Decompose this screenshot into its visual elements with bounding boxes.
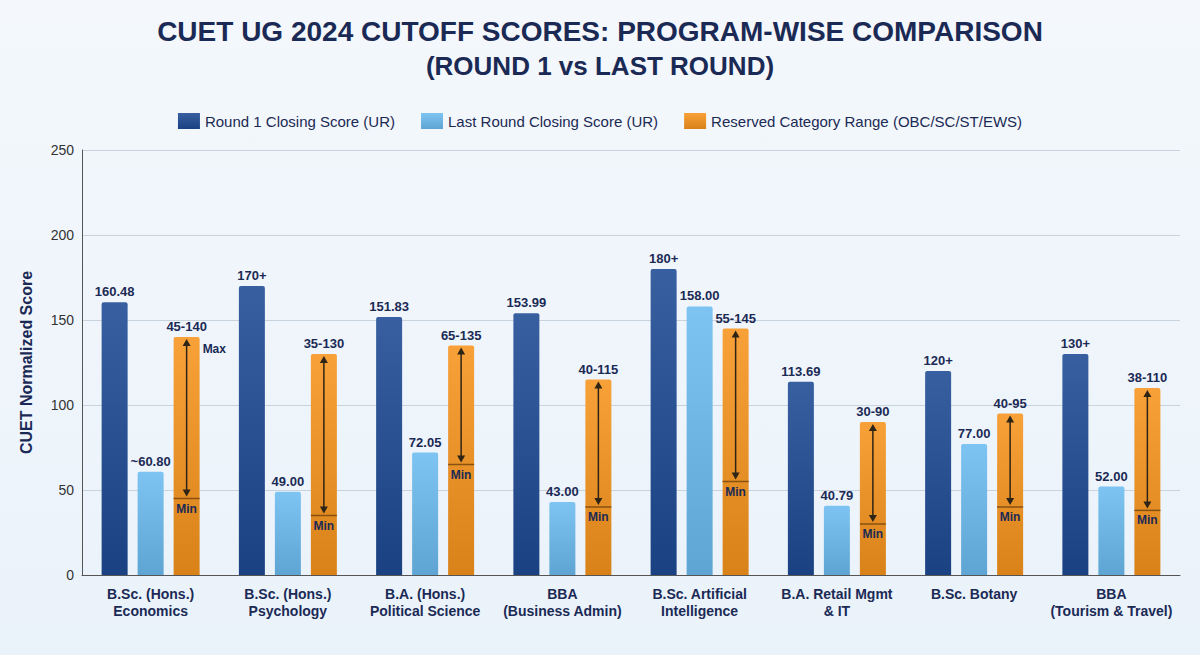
svg-text:35-130: 35-130: [304, 336, 344, 351]
svg-text:(ROUND 1 vs LAST ROUND): (ROUND 1 vs LAST ROUND): [426, 51, 774, 81]
svg-text:43.00: 43.00: [546, 484, 579, 499]
svg-text:B.A. Retail Mgmt: B.A. Retail Mgmt: [781, 586, 893, 602]
svg-text:250: 250: [51, 142, 75, 158]
svg-text:Min: Min: [1137, 513, 1158, 527]
svg-text:100: 100: [51, 397, 75, 413]
svg-text:Max: Max: [203, 342, 227, 356]
svg-text:50: 50: [58, 482, 74, 498]
svg-text:55-145: 55-145: [715, 311, 755, 326]
svg-text:Min: Min: [451, 468, 472, 482]
svg-text:B.Sc. Artificial: B.Sc. Artificial: [652, 586, 746, 602]
svg-text:Min: Min: [176, 502, 197, 516]
svg-text:Last Round Closing Score (UR): Last Round Closing Score (UR): [448, 113, 658, 130]
svg-text:Min: Min: [1000, 510, 1021, 524]
svg-text:40-95: 40-95: [994, 396, 1027, 411]
svg-text:(Business Admin): (Business Admin): [503, 603, 622, 619]
svg-text:45-140: 45-140: [166, 319, 206, 334]
svg-text:150: 150: [51, 312, 75, 328]
svg-text:120+: 120+: [923, 353, 953, 368]
svg-text:Intelligence: Intelligence: [661, 603, 738, 619]
svg-text:CUET Normalized Score: CUET Normalized Score: [18, 271, 35, 454]
svg-text:B.Sc. Botany: B.Sc. Botany: [931, 586, 1018, 602]
svg-text:Min: Min: [588, 510, 609, 524]
svg-text:Round 1 Closing Score (UR): Round 1 Closing Score (UR): [205, 113, 395, 130]
svg-text:65-135: 65-135: [441, 328, 481, 343]
svg-text:170+: 170+: [237, 268, 267, 283]
svg-text:40-115: 40-115: [578, 362, 618, 377]
svg-text:158.00: 158.00: [680, 288, 720, 303]
svg-text:(Tourism & Travel): (Tourism & Travel): [1050, 603, 1172, 619]
svg-text:72.05: 72.05: [409, 435, 442, 450]
svg-text:113.69: 113.69: [781, 364, 820, 379]
svg-text:CUET UG 2024 CUTOFF SCORES: PR: CUET UG 2024 CUTOFF SCORES: PROGRAM-WISE…: [157, 16, 1043, 47]
svg-text:30-90: 30-90: [856, 404, 889, 419]
svg-text:77.00: 77.00: [958, 426, 991, 441]
svg-text:Min: Min: [725, 485, 746, 499]
svg-text:52.00: 52.00: [1095, 469, 1128, 484]
svg-text:160.48: 160.48: [95, 284, 135, 299]
svg-text:153.99: 153.99: [506, 295, 546, 310]
svg-text:BBA: BBA: [547, 586, 577, 602]
svg-text:0: 0: [66, 567, 74, 583]
svg-text:B.Sc. (Hons.): B.Sc. (Hons.): [107, 586, 194, 602]
svg-text:BBA: BBA: [1096, 586, 1126, 602]
svg-text:~60.80: ~60.80: [131, 454, 171, 469]
svg-text:B.A. (Hons.): B.A. (Hons.): [385, 586, 465, 602]
svg-text:49.00: 49.00: [272, 474, 305, 489]
svg-text:40.79: 40.79: [821, 488, 854, 503]
svg-text:130+: 130+: [1061, 336, 1091, 351]
svg-text:Political Science: Political Science: [370, 603, 481, 619]
svg-text:Psychology: Psychology: [249, 603, 328, 619]
svg-text:Min: Min: [314, 519, 335, 533]
svg-text:180+: 180+: [649, 251, 679, 266]
svg-text:& IT: & IT: [824, 603, 851, 619]
svg-text:Min: Min: [863, 527, 884, 541]
svg-text:B.Sc. (Hons.): B.Sc. (Hons.): [244, 586, 331, 602]
svg-text:200: 200: [51, 227, 75, 243]
svg-text:Economics: Economics: [113, 603, 188, 619]
svg-text:38-110: 38-110: [1127, 370, 1167, 385]
svg-text:151.83: 151.83: [369, 299, 409, 314]
svg-text:Reserved Category Range (OBC/S: Reserved Category Range (OBC/SC/ST/EWS): [711, 113, 1022, 130]
